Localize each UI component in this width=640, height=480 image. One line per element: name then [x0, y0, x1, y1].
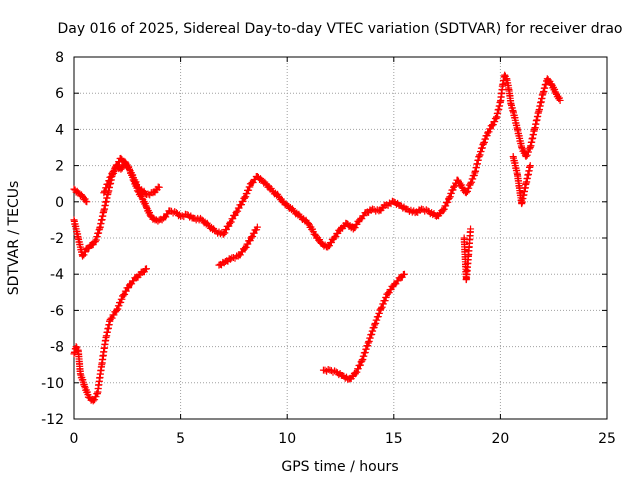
- y-axis-label: SDTVAR / TECUs: [6, 181, 22, 296]
- series-mid-negative-segment: [215, 223, 261, 269]
- series-upper-band: [100, 154, 163, 199]
- data-point: [100, 189, 108, 197]
- series-marker-fill: [510, 154, 534, 207]
- series-main-trace: [70, 71, 564, 260]
- series-marker-fill: [216, 226, 261, 269]
- x-tick-label: 20: [491, 431, 509, 447]
- data-points: [70, 71, 564, 405]
- series-marker-fill: [70, 72, 563, 259]
- x-tick-label: 0: [70, 431, 79, 447]
- y-tick-label: 0: [55, 195, 64, 211]
- y-tick-label: -6: [50, 303, 64, 319]
- y-tick-label: -8: [50, 340, 64, 356]
- series-marker-fill: [101, 155, 162, 199]
- y-tick-label: -12: [41, 412, 64, 428]
- chart-title: Day 016 of 2025, Sidereal Day-to-day VTE…: [57, 21, 622, 37]
- x-axis-label: GPS time / hours: [281, 459, 398, 475]
- grid: [74, 57, 607, 419]
- series-marker-fill: [71, 186, 90, 205]
- y-tick-label: -2: [50, 231, 64, 247]
- y-tick-label: -10: [41, 376, 64, 392]
- series-spike-21: [509, 153, 534, 208]
- y-tick-label: 4: [55, 122, 64, 138]
- x-tick-label: 10: [278, 431, 296, 447]
- series-spike-18.4: [460, 225, 475, 284]
- series-marker-fill: [460, 228, 474, 283]
- series-marker-fill: [321, 271, 407, 383]
- y-tick-label: 2: [55, 159, 64, 175]
- series-lower-left-recovery: [70, 265, 150, 405]
- y-tick-label: -4: [50, 267, 64, 283]
- axis-ticks: 0 5 10 15 20 25 -12 -10 -8 -6 -4 -2 0 2 4 6 8: [41, 50, 616, 447]
- series-lower-mid-recovery: [319, 270, 408, 383]
- series-start-segment: [70, 185, 91, 206]
- x-tick-label: 5: [176, 431, 185, 447]
- y-tick-label: 8: [55, 50, 64, 66]
- x-tick-label: 15: [385, 431, 403, 447]
- x-tick-label: 25: [598, 431, 616, 447]
- y-tick-label: 6: [55, 86, 64, 102]
- series-marker-fill: [70, 265, 149, 404]
